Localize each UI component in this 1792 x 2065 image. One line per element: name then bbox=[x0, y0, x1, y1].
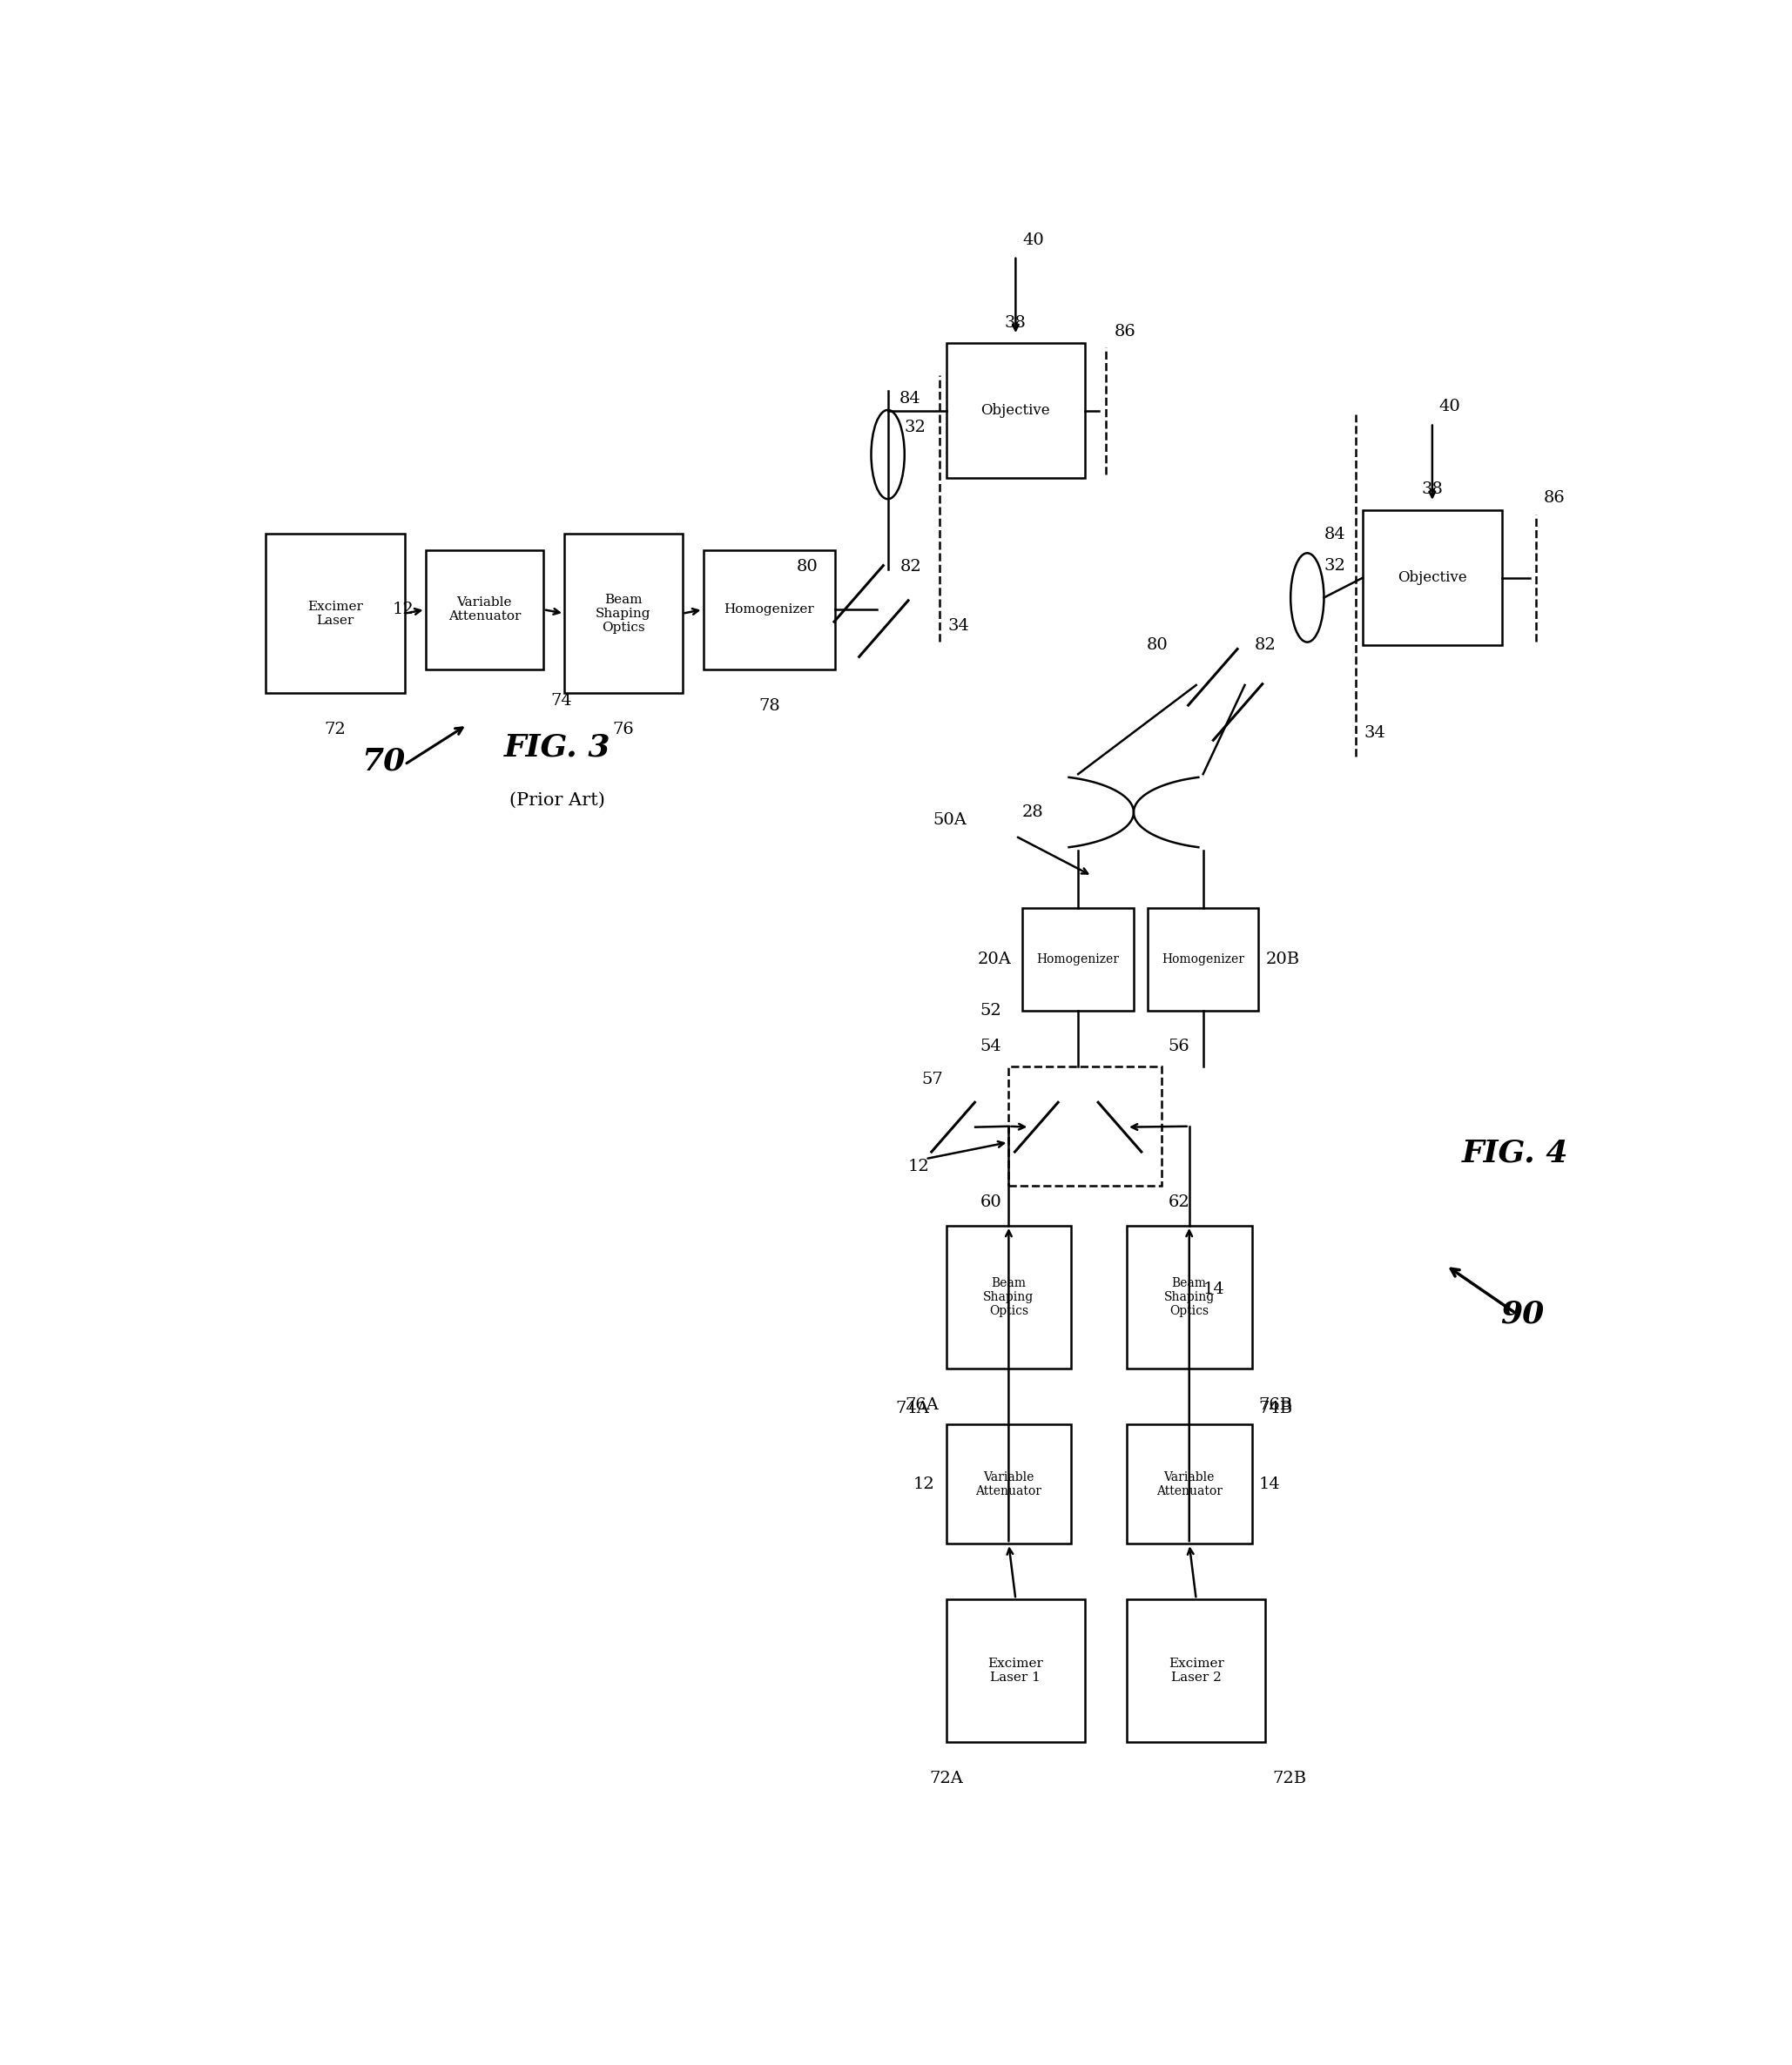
Text: 80: 80 bbox=[1147, 638, 1168, 653]
Text: 72: 72 bbox=[324, 721, 346, 737]
Text: 82: 82 bbox=[900, 560, 921, 574]
Text: (Prior Art): (Prior Art) bbox=[509, 791, 606, 807]
FancyBboxPatch shape bbox=[1147, 909, 1258, 1012]
FancyBboxPatch shape bbox=[1127, 1425, 1251, 1545]
Text: 62: 62 bbox=[1168, 1194, 1190, 1210]
Text: 84: 84 bbox=[900, 390, 921, 407]
FancyBboxPatch shape bbox=[1127, 1598, 1265, 1743]
Text: 57: 57 bbox=[921, 1072, 943, 1088]
Text: 32: 32 bbox=[1324, 558, 1346, 574]
Text: 76B: 76B bbox=[1258, 1398, 1292, 1412]
Text: 56: 56 bbox=[1168, 1039, 1190, 1053]
FancyBboxPatch shape bbox=[564, 535, 683, 694]
Text: 76A: 76A bbox=[905, 1398, 939, 1412]
Text: FIG. 4: FIG. 4 bbox=[1462, 1138, 1570, 1169]
Text: 86: 86 bbox=[1543, 491, 1564, 506]
Text: Beam
Shaping
Optics: Beam Shaping Optics bbox=[1163, 1276, 1215, 1317]
Text: 28: 28 bbox=[1021, 805, 1043, 820]
Text: 72B: 72B bbox=[1272, 1772, 1306, 1786]
FancyBboxPatch shape bbox=[946, 1227, 1072, 1369]
Text: 78: 78 bbox=[758, 698, 780, 712]
Text: 40: 40 bbox=[1023, 231, 1045, 248]
Text: 72A: 72A bbox=[930, 1772, 964, 1786]
Text: 12: 12 bbox=[907, 1158, 930, 1175]
FancyBboxPatch shape bbox=[946, 1425, 1072, 1545]
Text: 52: 52 bbox=[980, 1004, 1002, 1018]
Text: 90: 90 bbox=[1500, 1299, 1545, 1330]
Text: Excimer
Laser 2: Excimer Laser 2 bbox=[1168, 1658, 1224, 1685]
Text: 60: 60 bbox=[980, 1194, 1002, 1210]
Text: Beam
Shaping
Optics: Beam Shaping Optics bbox=[595, 593, 650, 634]
Text: 12: 12 bbox=[392, 601, 414, 617]
Text: 20B: 20B bbox=[1265, 952, 1299, 966]
Text: FIG. 3: FIG. 3 bbox=[504, 733, 611, 762]
Text: 14: 14 bbox=[1202, 1282, 1224, 1297]
Text: 40: 40 bbox=[1439, 399, 1460, 415]
FancyBboxPatch shape bbox=[265, 535, 405, 694]
FancyBboxPatch shape bbox=[702, 549, 835, 669]
Text: 50A: 50A bbox=[934, 812, 968, 828]
FancyBboxPatch shape bbox=[1023, 909, 1134, 1012]
Text: Objective: Objective bbox=[1398, 570, 1468, 584]
Text: Excimer
Laser: Excimer Laser bbox=[306, 601, 364, 626]
FancyBboxPatch shape bbox=[1009, 1068, 1161, 1185]
Text: Objective: Objective bbox=[980, 403, 1050, 419]
Text: 76: 76 bbox=[613, 721, 634, 737]
Text: 14: 14 bbox=[1258, 1476, 1279, 1491]
Text: 82: 82 bbox=[1254, 638, 1276, 653]
Text: 20A: 20A bbox=[978, 952, 1011, 966]
Text: 74A: 74A bbox=[896, 1400, 930, 1417]
FancyBboxPatch shape bbox=[425, 549, 543, 669]
Text: 74: 74 bbox=[550, 694, 572, 708]
Text: 70: 70 bbox=[362, 745, 405, 776]
Text: 32: 32 bbox=[905, 419, 926, 436]
Text: Homogenizer: Homogenizer bbox=[1038, 954, 1120, 966]
Text: Variable
Attenuator: Variable Attenuator bbox=[448, 597, 521, 624]
Text: 74B: 74B bbox=[1258, 1400, 1292, 1417]
FancyBboxPatch shape bbox=[1127, 1227, 1251, 1369]
Text: Variable
Attenuator: Variable Attenuator bbox=[975, 1470, 1041, 1497]
Text: Homogenizer: Homogenizer bbox=[724, 603, 814, 615]
Text: Variable
Attenuator: Variable Attenuator bbox=[1156, 1470, 1222, 1497]
Text: 84: 84 bbox=[1324, 527, 1346, 541]
FancyBboxPatch shape bbox=[946, 343, 1086, 479]
Text: Excimer
Laser 1: Excimer Laser 1 bbox=[987, 1658, 1043, 1685]
FancyBboxPatch shape bbox=[1362, 510, 1502, 644]
Text: 86: 86 bbox=[1115, 324, 1136, 339]
Text: Beam
Shaping
Optics: Beam Shaping Optics bbox=[984, 1276, 1034, 1317]
Text: 54: 54 bbox=[980, 1039, 1002, 1053]
Ellipse shape bbox=[871, 411, 905, 500]
FancyBboxPatch shape bbox=[946, 1598, 1086, 1743]
Text: 34: 34 bbox=[948, 617, 969, 634]
Text: 80: 80 bbox=[796, 560, 819, 574]
Text: Homogenizer: Homogenizer bbox=[1161, 954, 1244, 966]
Text: 38: 38 bbox=[1005, 314, 1027, 330]
Text: 34: 34 bbox=[1364, 725, 1385, 741]
Text: 38: 38 bbox=[1421, 481, 1443, 498]
Ellipse shape bbox=[1290, 553, 1324, 642]
Text: 12: 12 bbox=[914, 1476, 935, 1491]
